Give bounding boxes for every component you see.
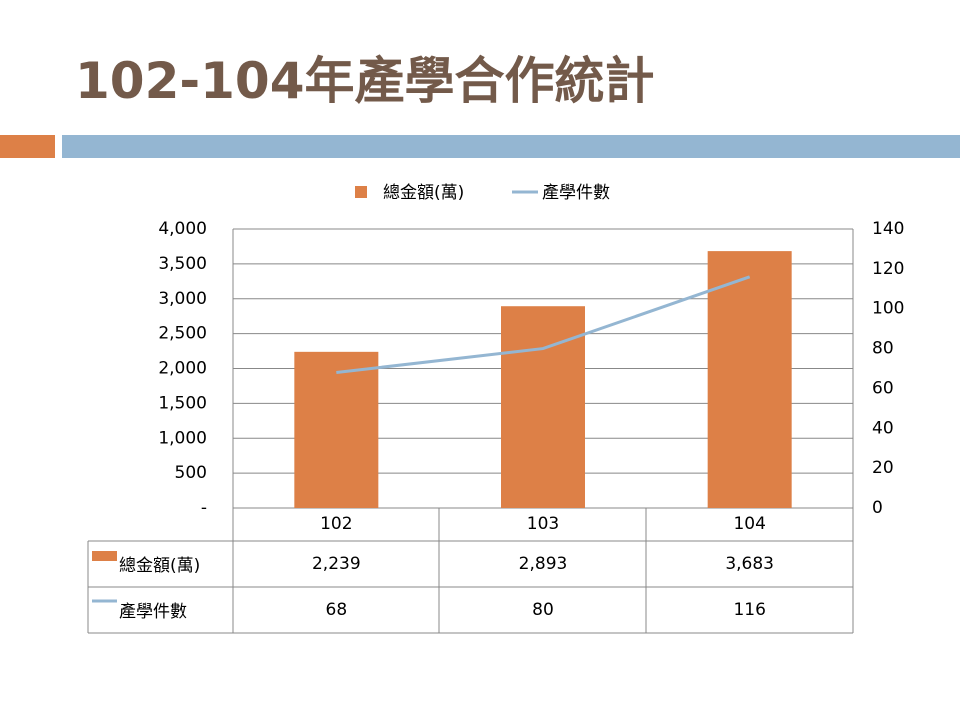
y2-tick-label: 140 [872, 219, 904, 239]
data-table-grid [87, 508, 854, 634]
table-row-label: 產學件數 [119, 602, 187, 622]
y2-tick-label: 120 [872, 259, 904, 279]
x-tick-label: 102 [320, 514, 352, 534]
y-tick-label: 4,000 [158, 219, 207, 239]
y-tick-label: 2,500 [158, 324, 207, 344]
legend-label: 總金額(萬) [383, 183, 464, 203]
legend-label: 產學件數 [542, 183, 610, 203]
y2-tick-label: 60 [872, 378, 894, 398]
table-row-label: 總金額(萬) [119, 556, 200, 576]
y2-tick-label: 100 [872, 299, 904, 319]
table-value: 2,239 [312, 554, 361, 574]
y2-tick-label: 40 [872, 418, 894, 438]
bar [707, 251, 792, 508]
accent-bar [62, 135, 960, 158]
x-tick-label: 103 [527, 514, 559, 534]
slide-title: 102-104年產學合作統計 [75, 52, 655, 110]
bar [501, 306, 585, 508]
line [336, 275, 751, 374]
bar [294, 351, 379, 508]
accent-bar [0, 135, 55, 158]
table-value: 80 [532, 600, 554, 620]
y-tick-label: 1,000 [158, 428, 207, 448]
y2-tick-label: 0 [872, 498, 883, 518]
y-tick-label: 500 [175, 463, 207, 483]
legend-swatch [355, 186, 367, 198]
y-tick-label: - [201, 498, 207, 518]
y-tick-label: 3,000 [158, 289, 207, 309]
table-value: 68 [326, 600, 348, 620]
y-tick-label: 1,500 [158, 393, 207, 413]
table-value: 116 [733, 600, 765, 620]
table-value: 3,683 [725, 554, 774, 574]
y-tick-label: 3,500 [158, 254, 207, 274]
y2-tick-label: 80 [872, 339, 894, 359]
y-tick-label: 2,000 [158, 359, 207, 379]
x-tick-label: 104 [733, 514, 765, 534]
table-key [92, 551, 117, 561]
y2-tick-label: 20 [872, 458, 894, 478]
table-value: 2,893 [519, 554, 568, 574]
